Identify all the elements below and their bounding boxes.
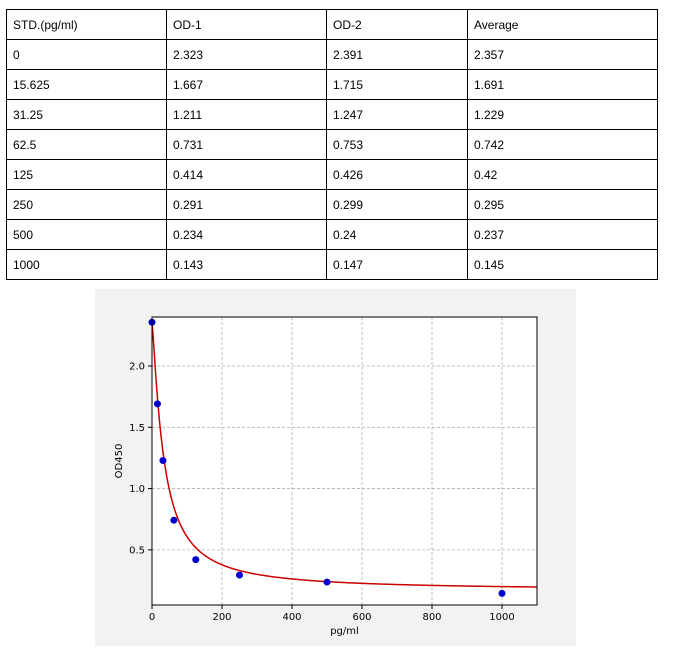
data-point — [236, 571, 243, 579]
data-point — [159, 457, 167, 465]
x-tick-label: 1000 — [489, 612, 514, 623]
data-point — [170, 516, 178, 524]
table-row: 500 0.234 0.24 0.237 — [6, 219, 658, 250]
standard-curve-table: STD.(pg/ml) OD-1 OD-2 Average 0 2.323 2.391 2.3… — [6, 9, 658, 280]
table-cell: 0.42 — [467, 159, 658, 190]
data-point — [153, 400, 161, 408]
table-cell: 0.143 — [166, 249, 327, 280]
table-cell: 125 — [6, 159, 167, 190]
table-cell: OD-2 — [326, 9, 468, 40]
table-cell: 1.667 — [166, 69, 327, 100]
table-row: 1000 0.143 0.147 0.145 — [6, 249, 658, 280]
table-cell: 1.691 — [467, 69, 658, 100]
table-header-row: STD.(pg/ml) OD-1 OD-2 Average — [6, 9, 658, 40]
table-row: 31.25 1.211 1.247 1.229 — [6, 99, 658, 130]
table-cell: 1000 — [6, 249, 167, 280]
x-tick-label: 400 — [282, 612, 301, 623]
table-cell: 0.295 — [467, 189, 658, 220]
table-cell: 0.731 — [166, 129, 327, 160]
table-cell: 0.147 — [326, 249, 468, 280]
y-tick-label: 0.5 — [129, 545, 145, 556]
fit-curve — [151, 322, 538, 588]
table-cell: 0.234 — [166, 219, 327, 250]
table-row: 0 2.323 2.391 2.357 — [6, 39, 658, 70]
table-cell: 250 — [6, 189, 167, 220]
y-axis-label: OD450 — [114, 444, 125, 479]
table-cell: 0.291 — [166, 189, 327, 220]
table-cell: 31.25 — [6, 99, 167, 130]
table-cell: 1.211 — [166, 99, 327, 130]
table-cell: 0.742 — [467, 129, 658, 160]
table-cell: 15.625 — [6, 69, 167, 100]
table-row: 15.625 1.667 1.715 1.691 — [6, 69, 658, 100]
table-row: 125 0.414 0.426 0.42 — [6, 159, 658, 190]
y-tick-label: 1.0 — [129, 484, 145, 495]
table-cell: 2.357 — [467, 39, 658, 70]
table-cell: 0 — [6, 39, 167, 70]
standard-curve-chart: 0 200 400 600 800 1000 0.5 1.0 1.5 2.0 pg/ml OD45… — [95, 289, 576, 646]
table-cell: 62.5 — [6, 129, 167, 160]
axis-ticks: 0 200 400 600 800 1000 0.5 1.0 1.5 2.0 — [129, 362, 515, 623]
x-tick-label: 600 — [352, 612, 371, 623]
table-cell: 2.323 — [166, 39, 327, 70]
table-cell: 2.391 — [326, 39, 468, 70]
grid-lines — [151, 317, 537, 605]
data-point — [192, 556, 200, 564]
data-point — [323, 578, 331, 586]
table-cell: 0.145 — [467, 249, 658, 280]
plot-frame — [151, 316, 538, 606]
data-points — [148, 318, 506, 597]
chart-canvas: 0 200 400 600 800 1000 0.5 1.0 1.5 2.0 pg/ml OD45… — [114, 316, 538, 637]
table-cell: 1.229 — [467, 99, 658, 130]
table-row: 62.5 0.731 0.753 0.742 — [6, 129, 658, 160]
table-cell: 500 — [6, 219, 167, 250]
table-cell: 0.753 — [326, 129, 468, 160]
table-cell: 0.299 — [326, 189, 468, 220]
x-tick-label: 200 — [212, 612, 231, 623]
fit-curve-layer — [151, 322, 538, 588]
table-cell: STD.(pg/ml) — [6, 9, 167, 40]
x-tick-label: 0 — [149, 612, 155, 623]
table-cell: 0.237 — [467, 219, 658, 250]
x-tick-label: 800 — [422, 612, 441, 623]
x-axis-label: pg/ml — [330, 626, 359, 637]
table-cell: Average — [467, 9, 658, 40]
table-cell: 0.414 — [166, 159, 327, 190]
y-tick-label: 2.0 — [129, 362, 145, 373]
table-cell: 1.247 — [326, 99, 468, 130]
table-cell: 0.24 — [326, 219, 468, 250]
table-cell: 1.715 — [326, 69, 468, 100]
data-point — [498, 589, 506, 597]
table-cell: 0.426 — [326, 159, 468, 190]
y-tick-label: 1.5 — [129, 423, 145, 434]
table-cell: OD-1 — [166, 9, 327, 40]
table-row: 250 0.291 0.299 0.295 — [6, 189, 658, 220]
plot-area — [152, 317, 537, 605]
